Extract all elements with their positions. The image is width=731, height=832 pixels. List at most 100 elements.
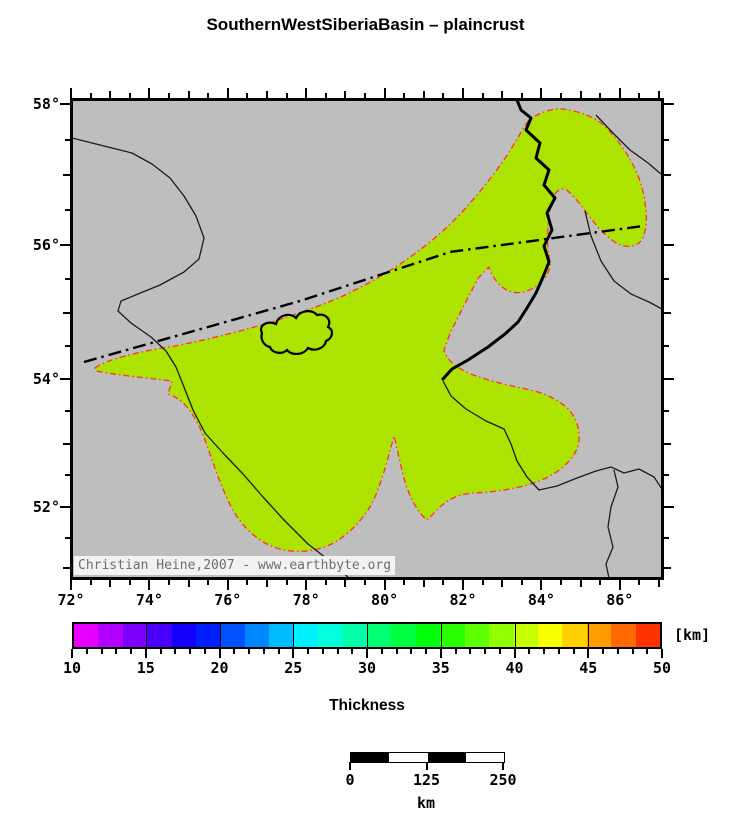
border-line-s: [605, 469, 619, 578]
colorbar-tick: [543, 649, 545, 654]
scalebar-tick-label: 0: [345, 771, 355, 789]
colorbar-tick: [203, 649, 206, 654]
colorbar-tick: [100, 649, 103, 654]
axis-tick: [226, 580, 229, 590]
axis-tick: [60, 244, 70, 247]
axis-tick: [481, 93, 484, 98]
colorbar-tick: [233, 649, 236, 654]
axis-tick: [481, 580, 484, 585]
axis-tick: [664, 311, 671, 314]
axis-tick: [63, 567, 70, 570]
colorbar-block: [562, 624, 587, 647]
colorbar-tick: [130, 649, 132, 654]
axis-tick: [63, 174, 70, 177]
colorbar-tick: [159, 649, 162, 654]
axis-tick: [403, 580, 406, 585]
axis-tick: [664, 278, 669, 281]
colorbar-tick: [410, 649, 413, 654]
axis-tick: [403, 93, 406, 98]
axis-tick: [89, 93, 92, 98]
axis-tick: [618, 580, 621, 590]
axis-tick: [65, 536, 70, 539]
axis-tick: [285, 93, 288, 98]
axis-tick: [560, 93, 562, 98]
fault-line: [83, 224, 644, 364]
axis-tick: [324, 93, 327, 98]
axis-tick: [344, 91, 347, 98]
axis-tick: [560, 580, 562, 585]
colorbar-block: [293, 624, 319, 647]
lon-axis-label: 72°: [57, 591, 85, 609]
scalebar: [350, 752, 505, 763]
colorbar-unit-label: [km]: [674, 626, 711, 644]
axis-tick: [60, 505, 70, 508]
axis-tick: [226, 88, 229, 98]
colorbar-tick-label: 20: [210, 659, 229, 677]
border-line-nw: [72, 137, 350, 578]
axis-tick: [70, 580, 72, 590]
axis-tick: [266, 580, 268, 587]
axis-tick: [664, 345, 669, 348]
colorbar-separator: [367, 622, 368, 649]
colorbar-block: [611, 624, 636, 647]
colorbar-tick: [262, 649, 265, 654]
axis-tick: [501, 91, 504, 98]
axis-tick: [364, 580, 366, 585]
colorbar-block: [635, 624, 661, 647]
lon-axis-label: 82°: [449, 591, 477, 609]
axis-tick: [60, 377, 70, 380]
scalebar-tick: [349, 762, 351, 770]
colorbar-tick: [646, 649, 649, 654]
colorbar-tick: [572, 649, 575, 654]
scalebar-unit-label: km: [416, 794, 436, 812]
colorbar-block: [464, 624, 490, 647]
colorbar-block: [367, 624, 392, 647]
axis-tick: [63, 442, 70, 445]
lon-axis-label: 86°: [606, 591, 634, 609]
colorbar-tick: [351, 649, 354, 654]
axis-tick: [520, 93, 523, 98]
axis-tick: [501, 580, 504, 587]
colorbar-block: [513, 624, 539, 647]
colorbar-tick: [616, 649, 619, 654]
colorbar-title: Thickness: [329, 697, 405, 714]
colorbar-block: [440, 624, 465, 647]
colorbar-block: [318, 624, 343, 647]
colorbar-block: [489, 624, 514, 647]
lon-axis-label: 78°: [292, 591, 320, 609]
axis-tick: [442, 93, 445, 98]
colorbar-tick: [484, 649, 486, 654]
axis-tick: [599, 580, 602, 585]
axis-tick: [246, 93, 249, 98]
axis-tick: [664, 244, 674, 247]
lon-axis-label: 84°: [527, 591, 555, 609]
axis-tick: [344, 580, 347, 587]
axis-tick: [65, 474, 70, 477]
colorbar-separator: [514, 622, 516, 649]
colorbar-tick: [380, 649, 383, 654]
map-area: Christian Heine,2007 - www.earthbyte.org: [72, 100, 662, 578]
axis-tick: [638, 580, 641, 585]
lat-axis-label: 58°: [32, 95, 60, 113]
lake: [260, 310, 333, 355]
axis-tick: [207, 93, 210, 98]
colorbar-tick-label: 30: [357, 659, 377, 677]
axis-tick: [520, 580, 523, 585]
colorbar-tick-label: 10: [62, 659, 82, 677]
colorbar-block: [147, 624, 172, 647]
axis-tick: [63, 311, 70, 314]
colorbar-tick: [85, 649, 88, 654]
colorbar-tick: [174, 649, 177, 654]
colorbar-tick: [439, 649, 442, 658]
axis-tick: [618, 88, 621, 98]
colorbar-block: [391, 624, 416, 647]
colorbar-separator: [145, 622, 147, 649]
colorbar-tick: [513, 649, 516, 658]
axis-tick: [305, 580, 308, 590]
axis-tick: [664, 536, 669, 539]
colorbar-tick-label: 35: [431, 659, 450, 677]
axis-tick: [664, 410, 669, 413]
axis-tick: [65, 209, 70, 212]
axis-tick: [383, 88, 386, 98]
attribution: Christian Heine,2007 - www.earthbyte.org: [74, 556, 396, 575]
